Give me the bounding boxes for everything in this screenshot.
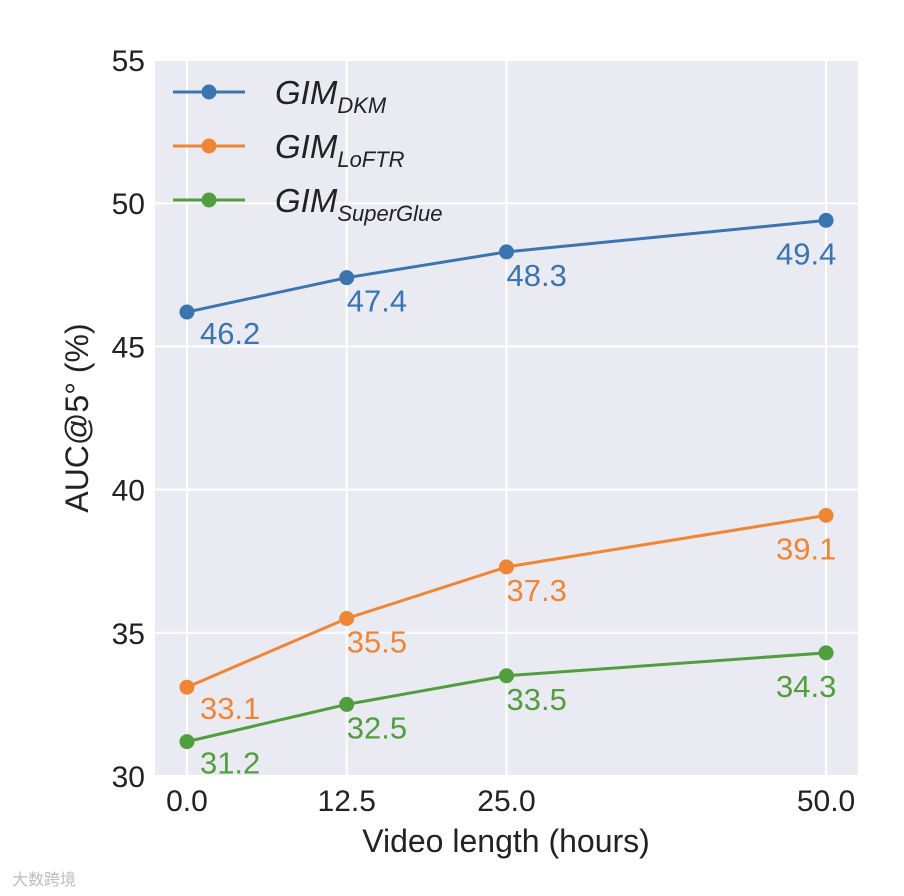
x-tick-label: 12.5 — [318, 785, 376, 818]
y-tick-label: 45 — [112, 331, 145, 364]
x-axis-label: Video length (hours) — [362, 823, 650, 859]
data-point — [499, 559, 514, 575]
series-loftr: 33.1 35.5 37.3 39.1 — [179, 507, 836, 726]
series-dkm: 46.2 47.4 48.3 49.4 — [179, 212, 836, 351]
series-line — [186, 513, 827, 689]
legend-label: GIMLoFTR — [275, 128, 405, 172]
data-label: 31.2 — [200, 746, 260, 781]
data-point — [339, 610, 355, 626]
legend-marker — [201, 138, 217, 154]
y-tick-label: 35 — [112, 618, 145, 651]
legend-marker — [201, 192, 217, 208]
y-tick-labels: 30 35 40 45 50 55 — [112, 45, 145, 794]
data-label: 48.3 — [507, 258, 567, 293]
x-tick-label: 25.0 — [477, 785, 535, 818]
data-point — [499, 668, 514, 684]
data-label: 32.5 — [347, 710, 407, 745]
data-point — [818, 507, 834, 523]
data-label: 33.5 — [507, 682, 567, 717]
legend-label: GIMSuperGlue — [275, 182, 443, 226]
data-point — [818, 212, 834, 228]
data-point — [499, 244, 514, 260]
legend-marker — [201, 84, 217, 100]
series-line — [186, 218, 827, 314]
data-label: 33.1 — [200, 691, 260, 726]
data-label: 39.1 — [776, 531, 836, 566]
legend-label-subscript: LoFTR — [337, 147, 404, 172]
data-label: 47.4 — [347, 284, 407, 319]
y-tick-label: 40 — [112, 475, 145, 508]
legend-item: GIMLoFTR — [173, 128, 405, 172]
data-point — [179, 679, 195, 695]
data-label: 37.3 — [507, 573, 567, 608]
y-tick-label: 30 — [112, 761, 145, 794]
data-point — [339, 696, 355, 712]
x-tick-labels: 0.0 12.5 25.0 50.0 — [166, 785, 855, 818]
data-label: 34.3 — [776, 669, 836, 704]
x-tick-label: 50.0 — [797, 785, 855, 818]
series-line — [186, 651, 827, 744]
legend-item: GIMSuperGlue — [173, 182, 443, 226]
data-point — [818, 645, 834, 661]
data-point — [179, 304, 195, 320]
x-tick-label: 0.0 — [166, 785, 208, 818]
y-axis-label: AUC@5° (%) — [59, 323, 95, 512]
data-label: 35.5 — [347, 624, 407, 659]
data-label: 46.2 — [200, 316, 260, 351]
legend-label-subscript: DKM — [337, 93, 387, 118]
data-label: 49.4 — [776, 236, 836, 271]
series-superglue: 31.2 32.5 33.5 34.3 — [179, 645, 836, 781]
data-point — [339, 270, 355, 286]
legend-label-subscript: SuperGlue — [337, 201, 442, 226]
series-layer: 46.2 47.4 48.3 49.4 33.1 35.5 37.3 39.1 31.2 32.5… — [179, 212, 836, 781]
y-tick-label: 55 — [112, 45, 145, 78]
y-tick-label: 50 — [112, 188, 145, 221]
watermark-text: 大数跨境 — [12, 872, 77, 889]
data-point — [179, 734, 195, 750]
